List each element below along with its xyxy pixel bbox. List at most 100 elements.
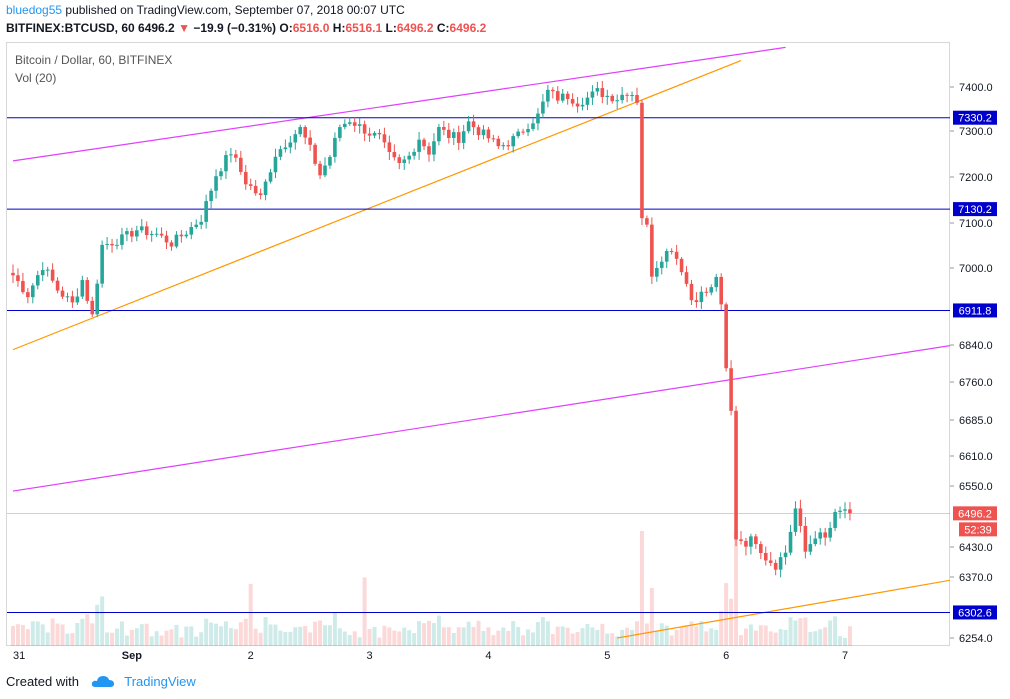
volume-bar: [189, 626, 194, 646]
candle-body: [164, 235, 169, 243]
candle-body: [135, 230, 139, 237]
tradingview-brand-link[interactable]: TradingView: [124, 674, 196, 689]
author-link[interactable]: bluedog55: [6, 3, 63, 17]
volume-bar: [228, 628, 233, 646]
volume-bar: [223, 621, 228, 646]
volume-bar: [788, 617, 793, 646]
channel-line: [12, 46, 786, 162]
volume-bar: [540, 617, 545, 646]
volume-bar: [70, 633, 75, 646]
volume-bar: [417, 621, 422, 646]
candle-body: [154, 233, 159, 235]
candle-body: [288, 142, 293, 148]
candle-body: [110, 243, 114, 246]
open-value: 6516.0: [292, 21, 330, 35]
volume-bar: [476, 620, 481, 646]
volume-bar: [308, 632, 313, 646]
volume-bar: [743, 628, 748, 646]
candle-body: [818, 532, 823, 539]
candle-body: [437, 127, 441, 142]
level-price-tag: [953, 303, 997, 318]
x-tick-label: 4: [485, 650, 491, 662]
plot-area[interactable]: [7, 46, 954, 646]
candle-body: [729, 368, 733, 411]
volume-bar: [466, 621, 471, 646]
volume-bar: [506, 630, 511, 646]
volume-bar: [635, 621, 639, 646]
candle-body: [625, 94, 629, 96]
volume-bar: [555, 626, 560, 646]
y-tick-label: 6760.0: [959, 377, 993, 389]
volume-bar: [179, 637, 184, 646]
volume-bar: [748, 624, 753, 646]
candle-body: [744, 540, 748, 547]
volume-bar: [233, 629, 238, 646]
volume-bar: [90, 623, 95, 646]
volume-bar: [184, 626, 189, 646]
volume-bar: [238, 622, 243, 646]
volume-bar: [689, 621, 694, 646]
candle-body: [536, 113, 540, 124]
candle-body: [293, 134, 298, 143]
candle-body: [382, 134, 387, 143]
candle-body: [258, 193, 263, 196]
volume-bar: [793, 620, 798, 646]
volume-bar: [446, 627, 451, 646]
volume-bar: [431, 623, 436, 646]
candle-body: [115, 244, 119, 246]
y-tick-label: 7400.0: [959, 82, 993, 94]
candle-body: [704, 291, 709, 293]
level-price-label: 7330.2: [958, 113, 992, 125]
candle-body: [229, 154, 233, 156]
volume-bar: [639, 531, 644, 646]
candle-body: [734, 410, 738, 540]
volume-bar: [377, 637, 382, 646]
candle-body: [40, 270, 45, 276]
candle-body: [590, 91, 595, 98]
high-label: H:: [332, 21, 346, 35]
volume-bar: [456, 627, 461, 646]
volume-bar: [80, 618, 85, 646]
candle-body: [159, 233, 164, 236]
candle-body: [541, 101, 545, 114]
volume-bar: [501, 627, 506, 646]
tradingview-cloud-icon: [91, 674, 115, 691]
candle-body: [516, 131, 520, 137]
volume-bar: [516, 627, 521, 646]
candle-body: [778, 557, 783, 570]
candle-body: [55, 280, 60, 291]
candle-body: [75, 296, 80, 303]
volume-bar: [367, 628, 372, 646]
volume-bar: [129, 630, 134, 646]
candle-body: [838, 510, 842, 512]
y-tick-label: 6254.0: [959, 633, 993, 645]
candle-body: [357, 124, 362, 126]
candle-body: [719, 276, 723, 305]
candle-body: [338, 127, 342, 138]
candle-body: [481, 129, 486, 136]
level-price-label: 6302.6: [958, 607, 992, 619]
volume-bar: [694, 626, 699, 646]
candle-body: [798, 508, 803, 526]
plot-frame: [6, 42, 950, 646]
candle-body: [640, 102, 644, 219]
candle-body: [679, 258, 684, 273]
volume-bar: [808, 631, 813, 646]
volume-bar: [758, 625, 763, 646]
candle-body: [169, 242, 174, 247]
candle-body: [402, 159, 407, 163]
candle-body: [560, 93, 565, 101]
volume-bar: [778, 629, 783, 646]
volume-bar: [100, 596, 105, 646]
volume-bar: [263, 617, 268, 646]
candle-body: [60, 290, 65, 297]
trend-line: [12, 60, 742, 351]
candle-body: [214, 176, 218, 191]
last-price-label: 6496.2: [958, 508, 992, 520]
volume-bar: [258, 632, 263, 646]
candle-body: [248, 184, 253, 186]
volume-bar: [461, 627, 466, 646]
x-tick-label: 5: [604, 650, 610, 662]
volume-bar: [45, 632, 50, 646]
